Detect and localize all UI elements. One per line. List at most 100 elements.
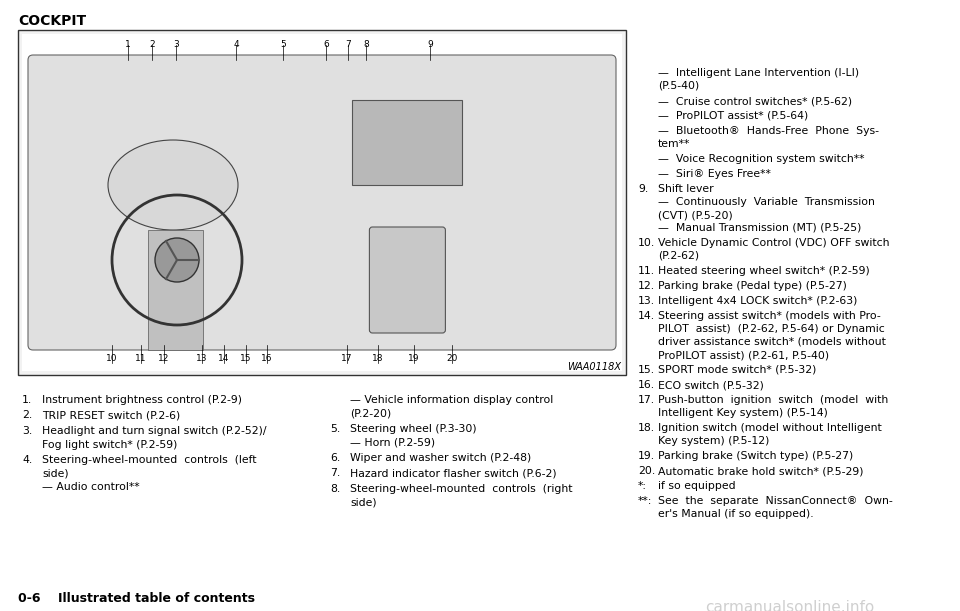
Text: 0-6    Illustrated table of contents: 0-6 Illustrated table of contents bbox=[18, 592, 255, 605]
Text: 7.: 7. bbox=[330, 469, 340, 478]
Text: 10: 10 bbox=[107, 354, 118, 363]
FancyBboxPatch shape bbox=[28, 55, 616, 350]
Text: 16: 16 bbox=[261, 354, 273, 363]
Text: (P.5-40): (P.5-40) bbox=[658, 81, 699, 91]
Text: **:: **: bbox=[638, 496, 653, 506]
Text: 4.: 4. bbox=[22, 455, 33, 465]
Bar bbox=[22, 34, 622, 371]
Text: Push-button  ignition  switch  (model  with: Push-button ignition switch (model with bbox=[658, 395, 888, 405]
Text: ECO switch (P.5-32): ECO switch (P.5-32) bbox=[658, 380, 764, 390]
Circle shape bbox=[155, 238, 199, 282]
Text: Steering assist switch* (models with Pro-: Steering assist switch* (models with Pro… bbox=[658, 311, 880, 321]
Text: 9: 9 bbox=[427, 40, 433, 49]
Text: 6: 6 bbox=[324, 40, 329, 49]
Text: ProPILOT assist) (P.2-61, P.5-40): ProPILOT assist) (P.2-61, P.5-40) bbox=[658, 350, 829, 360]
Text: COCKPIT: COCKPIT bbox=[18, 14, 86, 28]
Text: 3.: 3. bbox=[22, 426, 33, 436]
Text: 20.: 20. bbox=[638, 466, 656, 476]
Text: —  Voice Recognition system switch**: — Voice Recognition system switch** bbox=[658, 154, 865, 164]
Text: driver assistance switch* (models without: driver assistance switch* (models withou… bbox=[658, 337, 886, 347]
Text: Intelligent 4x4 LOCK switch* (P.2-63): Intelligent 4x4 LOCK switch* (P.2-63) bbox=[658, 296, 857, 306]
Bar bbox=[352, 100, 463, 185]
Text: SPORT mode switch* (P.5-32): SPORT mode switch* (P.5-32) bbox=[658, 365, 816, 375]
Text: —  Siri® Eyes Free**: — Siri® Eyes Free** bbox=[658, 169, 771, 179]
Text: 8.: 8. bbox=[330, 484, 340, 494]
Text: Wiper and washer switch (P.2-48): Wiper and washer switch (P.2-48) bbox=[350, 453, 531, 463]
Ellipse shape bbox=[108, 140, 238, 230]
Text: 18.: 18. bbox=[638, 423, 655, 433]
Text: Ignition switch (model without Intelligent: Ignition switch (model without Intellige… bbox=[658, 423, 881, 433]
Bar bbox=[148, 230, 203, 350]
Text: 18: 18 bbox=[372, 354, 384, 363]
Text: Fog light switch* (P.2-59): Fog light switch* (P.2-59) bbox=[42, 439, 178, 450]
Text: Parking brake (Pedal type) (P.5-27): Parking brake (Pedal type) (P.5-27) bbox=[658, 281, 847, 291]
Text: 5: 5 bbox=[280, 40, 286, 49]
Text: WAA0118X: WAA0118X bbox=[567, 362, 621, 372]
Text: 5.: 5. bbox=[330, 424, 340, 434]
Text: *:: *: bbox=[638, 481, 647, 491]
Text: Headlight and turn signal switch (P.2-52)/: Headlight and turn signal switch (P.2-52… bbox=[42, 426, 267, 436]
Text: 13.: 13. bbox=[638, 296, 655, 306]
Text: —  Intelligent Lane Intervention (I-LI): — Intelligent Lane Intervention (I-LI) bbox=[658, 68, 859, 78]
Text: Key system) (P.5-12): Key system) (P.5-12) bbox=[658, 436, 769, 446]
Text: —  Cruise control switches* (P.5-62): — Cruise control switches* (P.5-62) bbox=[658, 96, 852, 106]
Text: 3: 3 bbox=[173, 40, 179, 49]
Text: 11: 11 bbox=[135, 354, 147, 363]
Text: 15: 15 bbox=[240, 354, 252, 363]
Text: See  the  separate  NissanConnect®  Own-: See the separate NissanConnect® Own- bbox=[658, 496, 893, 506]
Text: 1.: 1. bbox=[22, 395, 33, 405]
Text: Vehicle Dynamic Control (VDC) OFF switch: Vehicle Dynamic Control (VDC) OFF switch bbox=[658, 238, 890, 248]
Text: 10.: 10. bbox=[638, 238, 656, 248]
Text: 16.: 16. bbox=[638, 380, 655, 390]
Text: Heated steering wheel switch* (P.2-59): Heated steering wheel switch* (P.2-59) bbox=[658, 266, 870, 276]
Text: 17: 17 bbox=[341, 354, 352, 363]
Text: 19.: 19. bbox=[638, 451, 655, 461]
Text: 7: 7 bbox=[346, 40, 350, 49]
Text: —  ProPILOT assist* (P.5-64): — ProPILOT assist* (P.5-64) bbox=[658, 111, 808, 121]
Text: Instrument brightness control (P.2-9): Instrument brightness control (P.2-9) bbox=[42, 395, 242, 405]
Text: 19: 19 bbox=[408, 354, 420, 363]
Text: Shift lever: Shift lever bbox=[658, 184, 713, 194]
Text: 14: 14 bbox=[218, 354, 229, 363]
Text: 9.: 9. bbox=[638, 184, 648, 194]
Text: Hazard indicator flasher switch (P.6-2): Hazard indicator flasher switch (P.6-2) bbox=[350, 469, 557, 478]
Text: 15.: 15. bbox=[638, 365, 655, 375]
Text: — Vehicle information display control: — Vehicle information display control bbox=[350, 395, 553, 405]
Text: Steering wheel (P.3-30): Steering wheel (P.3-30) bbox=[350, 424, 476, 434]
Text: 6.: 6. bbox=[330, 453, 340, 463]
Text: —  Continuously  Variable  Transmission: — Continuously Variable Transmission bbox=[658, 197, 875, 207]
Text: (P.2-20): (P.2-20) bbox=[350, 409, 392, 419]
Text: carmanualsonline.info: carmanualsonline.info bbox=[706, 600, 875, 611]
Text: TRIP RESET switch (P.2-6): TRIP RESET switch (P.2-6) bbox=[42, 411, 180, 420]
Text: Automatic brake hold switch* (P.5-29): Automatic brake hold switch* (P.5-29) bbox=[658, 466, 863, 476]
Text: — Audio control**: — Audio control** bbox=[42, 482, 139, 492]
Text: 20: 20 bbox=[446, 354, 458, 363]
Text: —  Manual Transmission (MT) (P.5-25): — Manual Transmission (MT) (P.5-25) bbox=[658, 223, 861, 233]
FancyBboxPatch shape bbox=[370, 227, 445, 333]
Text: 11.: 11. bbox=[638, 266, 655, 276]
Text: PILOT  assist)  (P.2-62, P.5-64) or Dynamic: PILOT assist) (P.2-62, P.5-64) or Dynami… bbox=[658, 324, 885, 334]
Text: Steering-wheel-mounted  controls  (right: Steering-wheel-mounted controls (right bbox=[350, 484, 572, 494]
Text: 1: 1 bbox=[125, 40, 131, 49]
Bar bbox=[18, 30, 626, 375]
Text: 12: 12 bbox=[158, 354, 170, 363]
Text: 13: 13 bbox=[196, 354, 207, 363]
Text: (CVT) (P.5-20): (CVT) (P.5-20) bbox=[658, 210, 732, 220]
Text: 4: 4 bbox=[233, 40, 239, 49]
Text: tem**: tem** bbox=[658, 139, 690, 149]
Text: 12.: 12. bbox=[638, 281, 655, 291]
Text: Steering-wheel-mounted  controls  (left: Steering-wheel-mounted controls (left bbox=[42, 455, 256, 465]
Text: 8: 8 bbox=[363, 40, 369, 49]
Text: 2.: 2. bbox=[22, 411, 33, 420]
Text: 2: 2 bbox=[149, 40, 155, 49]
Text: if so equipped: if so equipped bbox=[658, 481, 735, 491]
Text: er's Manual (if so equipped).: er's Manual (if so equipped). bbox=[658, 509, 814, 519]
Text: Intelligent Key system) (P.5-14): Intelligent Key system) (P.5-14) bbox=[658, 408, 828, 418]
Text: (P.2-62): (P.2-62) bbox=[658, 251, 699, 261]
Text: — Horn (P.2-59): — Horn (P.2-59) bbox=[350, 437, 435, 447]
Text: 14.: 14. bbox=[638, 311, 655, 321]
Text: —  Bluetooth®  Hands-Free  Phone  Sys-: — Bluetooth® Hands-Free Phone Sys- bbox=[658, 126, 879, 136]
Text: Parking brake (Switch type) (P.5-27): Parking brake (Switch type) (P.5-27) bbox=[658, 451, 853, 461]
Text: side): side) bbox=[350, 497, 376, 508]
Text: 17.: 17. bbox=[638, 395, 655, 405]
